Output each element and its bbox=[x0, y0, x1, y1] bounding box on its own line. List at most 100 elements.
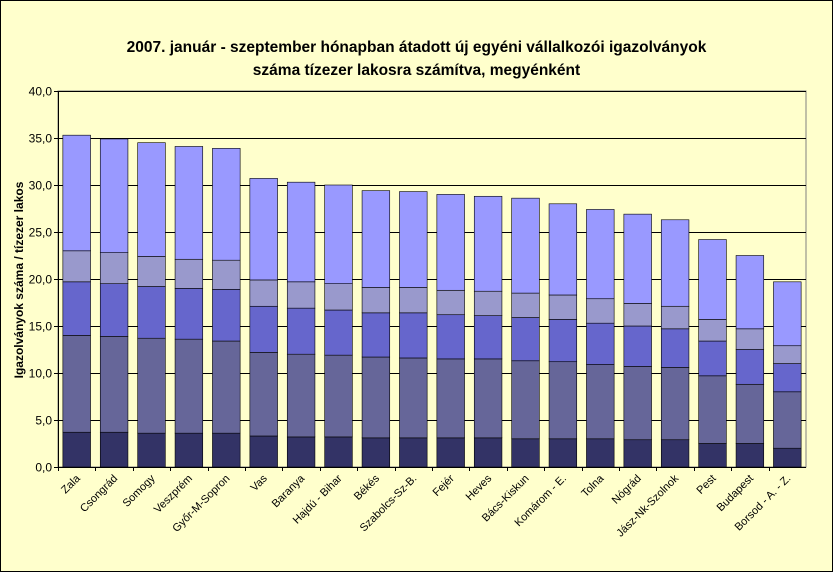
bar-segment-2 bbox=[324, 354, 353, 438]
bar-segment-5 bbox=[286, 181, 316, 283]
bar-segment-3 bbox=[137, 286, 166, 339]
bar-segment-2 bbox=[511, 360, 540, 440]
chart-title-line-1: 2007. január - szeptember hónapban átado… bbox=[126, 39, 707, 56]
bar-segment-4 bbox=[249, 279, 278, 307]
y-tick-label: 20,0 bbox=[29, 273, 53, 287]
bar-segment-3 bbox=[586, 322, 615, 365]
x-tick-label: Békés bbox=[352, 472, 382, 502]
bar-segment-2 bbox=[137, 337, 166, 434]
bar-segment-1 bbox=[137, 432, 166, 468]
bar-segment-1 bbox=[99, 431, 129, 468]
bar-segment-1 bbox=[361, 437, 391, 468]
bar-segment-1 bbox=[249, 435, 278, 468]
bar-segment-4 bbox=[137, 256, 166, 287]
bar-segment-2 bbox=[660, 367, 690, 441]
x-tick-label: Somogy bbox=[121, 472, 158, 509]
y-axis-label: Igazolványok száma / tízezer lakos bbox=[12, 181, 26, 379]
y-tick-label: 15,0 bbox=[29, 320, 53, 334]
bar-segment-3 bbox=[249, 305, 278, 353]
bar-segment-1 bbox=[511, 438, 540, 468]
x-tick-label: Baranya bbox=[270, 472, 308, 510]
bar-segment-3 bbox=[623, 325, 652, 367]
bar-segment-4 bbox=[99, 252, 129, 284]
bar-segment-5 bbox=[399, 191, 428, 288]
bar-segment-5 bbox=[436, 194, 465, 291]
bar-segment-3 bbox=[174, 288, 204, 340]
bar-segment-5 bbox=[62, 134, 91, 252]
bar-segment-3 bbox=[99, 283, 129, 337]
bar-segment-3 bbox=[436, 314, 465, 360]
bar-segment-4 bbox=[436, 289, 465, 316]
bar-segment-4 bbox=[586, 298, 615, 324]
bar-segment-5 bbox=[623, 213, 652, 304]
bar-segment-4 bbox=[773, 345, 802, 364]
bar-segment-5 bbox=[212, 148, 241, 261]
bar-segment-3 bbox=[735, 349, 765, 385]
bar-segment-2 bbox=[361, 356, 391, 439]
x-tick-label: Nógrád bbox=[610, 473, 644, 507]
bar-segment-2 bbox=[698, 375, 727, 444]
y-tick-label: 35,0 bbox=[29, 132, 53, 146]
y-tick-label: 0,0 bbox=[35, 461, 52, 475]
bar-segment-5 bbox=[137, 142, 166, 257]
bar-segment-2 bbox=[286, 353, 316, 438]
x-tick-label: Heves bbox=[464, 472, 495, 503]
bar-segment-5 bbox=[473, 195, 503, 292]
bar-segment-4 bbox=[735, 328, 765, 350]
bar-segment-1 bbox=[324, 436, 353, 468]
bar-segment-4 bbox=[399, 287, 428, 314]
y-tick-label: 5,0 bbox=[35, 414, 52, 428]
bar-segment-1 bbox=[735, 443, 765, 468]
bar-segment-5 bbox=[548, 203, 578, 296]
bar-segment-2 bbox=[174, 338, 204, 434]
bar-segment-2 bbox=[99, 336, 129, 433]
bar-segment-1 bbox=[698, 443, 727, 468]
bar-segment-1 bbox=[473, 437, 503, 468]
bar-segment-5 bbox=[511, 197, 540, 294]
bar-segment-2 bbox=[773, 391, 802, 449]
bar-segment-5 bbox=[324, 184, 353, 284]
x-tick-label: Zala bbox=[59, 472, 83, 496]
bar-segment-5 bbox=[735, 255, 765, 330]
bar-segment-4 bbox=[511, 292, 540, 318]
x-tick-label: Pest bbox=[695, 473, 719, 497]
bar-segment-4 bbox=[473, 290, 503, 316]
bar-segment-1 bbox=[62, 431, 91, 468]
y-tick-label: 40,0 bbox=[29, 85, 53, 99]
x-tick-label: Tolna bbox=[579, 472, 607, 500]
x-tick-label: Vas bbox=[249, 472, 271, 494]
bar-segment-3 bbox=[698, 340, 727, 377]
bar-segment-4 bbox=[324, 283, 353, 311]
bar-segment-3 bbox=[212, 289, 241, 342]
chart-title-line-2: száma tízezer lakosra számítva, megyénké… bbox=[252, 62, 581, 79]
bar-segment-1 bbox=[773, 447, 802, 468]
bar-segment-5 bbox=[773, 281, 802, 347]
bar-segment-5 bbox=[99, 138, 129, 253]
bar-segment-4 bbox=[286, 281, 316, 309]
bar-segment-1 bbox=[286, 436, 316, 468]
bar-segment-4 bbox=[212, 259, 241, 290]
bar-segment-4 bbox=[623, 303, 652, 327]
bar-segment-5 bbox=[361, 190, 391, 288]
bar-segment-3 bbox=[548, 319, 578, 363]
bar-segment-1 bbox=[586, 438, 615, 468]
bar-segment-5 bbox=[660, 219, 690, 307]
chart-title: 2007. január - szeptember hónapban átado… bbox=[0, 36, 833, 82]
bar-segment-3 bbox=[286, 307, 316, 355]
bar-segment-2 bbox=[249, 352, 278, 437]
x-tick-label: Fejér bbox=[431, 472, 457, 498]
bar-segment-1 bbox=[548, 438, 578, 468]
bar-segment-2 bbox=[586, 364, 615, 440]
y-tick-label: 30,0 bbox=[29, 179, 53, 193]
bar-segment-4 bbox=[361, 287, 391, 314]
bar-segment-4 bbox=[174, 258, 204, 289]
bar-segment-3 bbox=[399, 312, 428, 359]
bar-segment-5 bbox=[249, 178, 278, 281]
bar-segment-2 bbox=[436, 358, 465, 439]
bar-segment-2 bbox=[62, 335, 91, 433]
bar-segment-1 bbox=[623, 439, 652, 468]
bar-segment-3 bbox=[473, 315, 503, 360]
bar-segment-3 bbox=[773, 363, 802, 393]
bar-segment-3 bbox=[660, 328, 690, 368]
